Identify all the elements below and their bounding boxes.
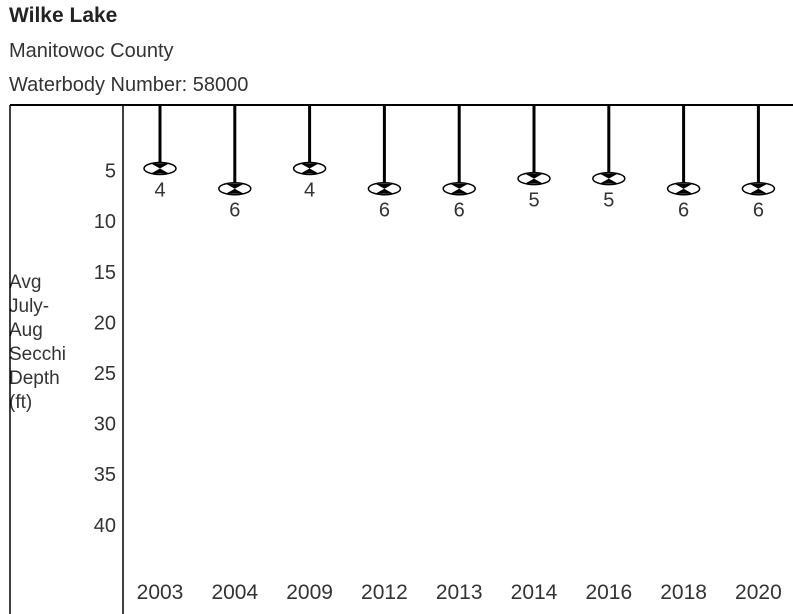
x-tick-label: 2012 <box>361 581 408 604</box>
secchi-disk-quadrants <box>151 163 169 174</box>
waterbody-number: Waterbody Number: 58000 <box>9 74 249 96</box>
data-label: 6 <box>229 200 240 222</box>
secchi-disk-quadrants <box>749 183 768 194</box>
y-axis-label-line: July- <box>9 296 50 317</box>
data-label: 6 <box>753 200 764 222</box>
secchi-marker-2016: 5 <box>592 106 626 212</box>
secchi-marker-2012: 6 <box>367 106 402 222</box>
secchi-disk-quadrants <box>300 163 319 174</box>
secchi-disk-quadrants <box>375 183 394 194</box>
secchi-marker-2014: 5 <box>517 106 551 212</box>
data-label: 5 <box>528 190 539 212</box>
secchi-marker-2013: 6 <box>442 106 476 222</box>
x-tick-label: 2020 <box>735 581 782 604</box>
y-tick-label: 25 <box>94 363 116 385</box>
secchi-marker-2020: 6 <box>741 106 776 222</box>
data-label: 6 <box>454 200 465 222</box>
y-tick-label: 5 <box>105 161 116 183</box>
y-tick-label: 10 <box>94 211 116 233</box>
secchi-marker-2009: 4 <box>292 106 327 201</box>
x-tick-label: 2013 <box>436 581 483 604</box>
x-tick-label: 2018 <box>660 581 707 604</box>
secchi-disk-quadrants <box>599 173 618 184</box>
y-tick-label: 30 <box>94 414 116 436</box>
x-tick-label: 2009 <box>286 581 333 604</box>
y-axis-label-line: Aug <box>9 320 43 341</box>
secchi-disk-quadrants <box>674 183 693 194</box>
county-label: Manitowoc County <box>9 40 174 62</box>
y-tick-label: 15 <box>94 262 116 284</box>
y-tick-label: 40 <box>94 515 116 537</box>
page-title: Wilke Lake <box>9 4 118 27</box>
data-label: 4 <box>304 179 315 201</box>
secchi-marker-2018: 6 <box>666 106 701 222</box>
x-tick-label: 2004 <box>211 581 258 604</box>
y-axis-label-line: (ft) <box>9 392 33 413</box>
data-label: 6 <box>379 200 390 222</box>
secchi-disk-quadrants <box>525 173 543 184</box>
secchi-disk-quadrants <box>450 183 469 194</box>
data-label: 5 <box>603 190 614 212</box>
y-tick-label: 35 <box>94 464 116 486</box>
secchi-marker-2003: 4 <box>143 106 177 201</box>
data-label: 6 <box>678 200 689 222</box>
y-axis-label-line: Depth <box>9 368 60 389</box>
data-label: 4 <box>154 179 165 201</box>
secchi-marker-2004: 6 <box>218 106 252 222</box>
y-axis-label-line: Avg <box>9 272 42 293</box>
x-tick-label: 2003 <box>137 581 184 604</box>
y-axis-label-line: Secchi <box>9 344 67 365</box>
y-tick-label: 20 <box>94 312 116 334</box>
x-tick-label: 2014 <box>511 581 558 604</box>
x-tick-label: 2016 <box>585 581 632 604</box>
secchi-disk-quadrants <box>225 183 244 194</box>
